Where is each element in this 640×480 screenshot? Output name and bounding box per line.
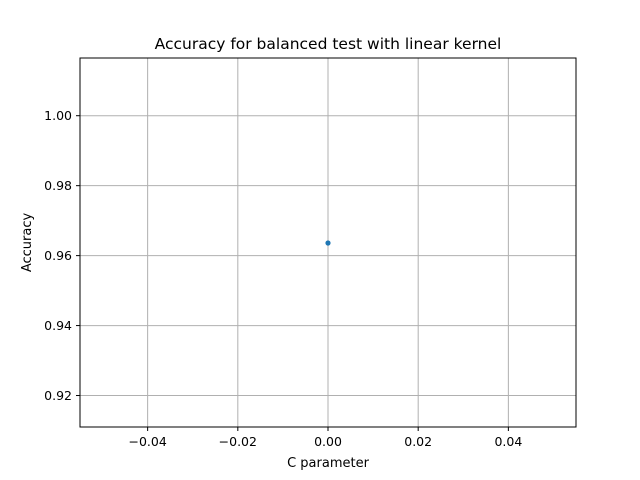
y-tick-label: 0.92 — [44, 388, 72, 403]
y-tick-label: 0.96 — [44, 248, 72, 263]
x-tick-label: 0.04 — [494, 434, 522, 449]
chart-title: Accuracy for balanced test with linear k… — [155, 35, 502, 53]
x-tick-label: −0.02 — [219, 434, 257, 449]
data-point — [325, 240, 331, 246]
y-tick-label: 1.00 — [44, 108, 72, 123]
grid — [80, 58, 576, 427]
x-axis-label: C parameter — [287, 456, 369, 471]
x-tick-label: 0.02 — [404, 434, 432, 449]
x-tick-label: −0.04 — [128, 434, 166, 449]
y-tick-label: 0.98 — [44, 178, 72, 193]
y-tick-label: 0.94 — [44, 318, 72, 333]
ticks: −0.04 −0.02 0.00 0.02 0.04 0.92 0.94 0.96 0.98 1.… — [44, 108, 522, 449]
y-axis-label: Accuracy — [20, 213, 35, 273]
x-tick-label: 0.00 — [314, 434, 342, 449]
data-points — [325, 240, 331, 246]
